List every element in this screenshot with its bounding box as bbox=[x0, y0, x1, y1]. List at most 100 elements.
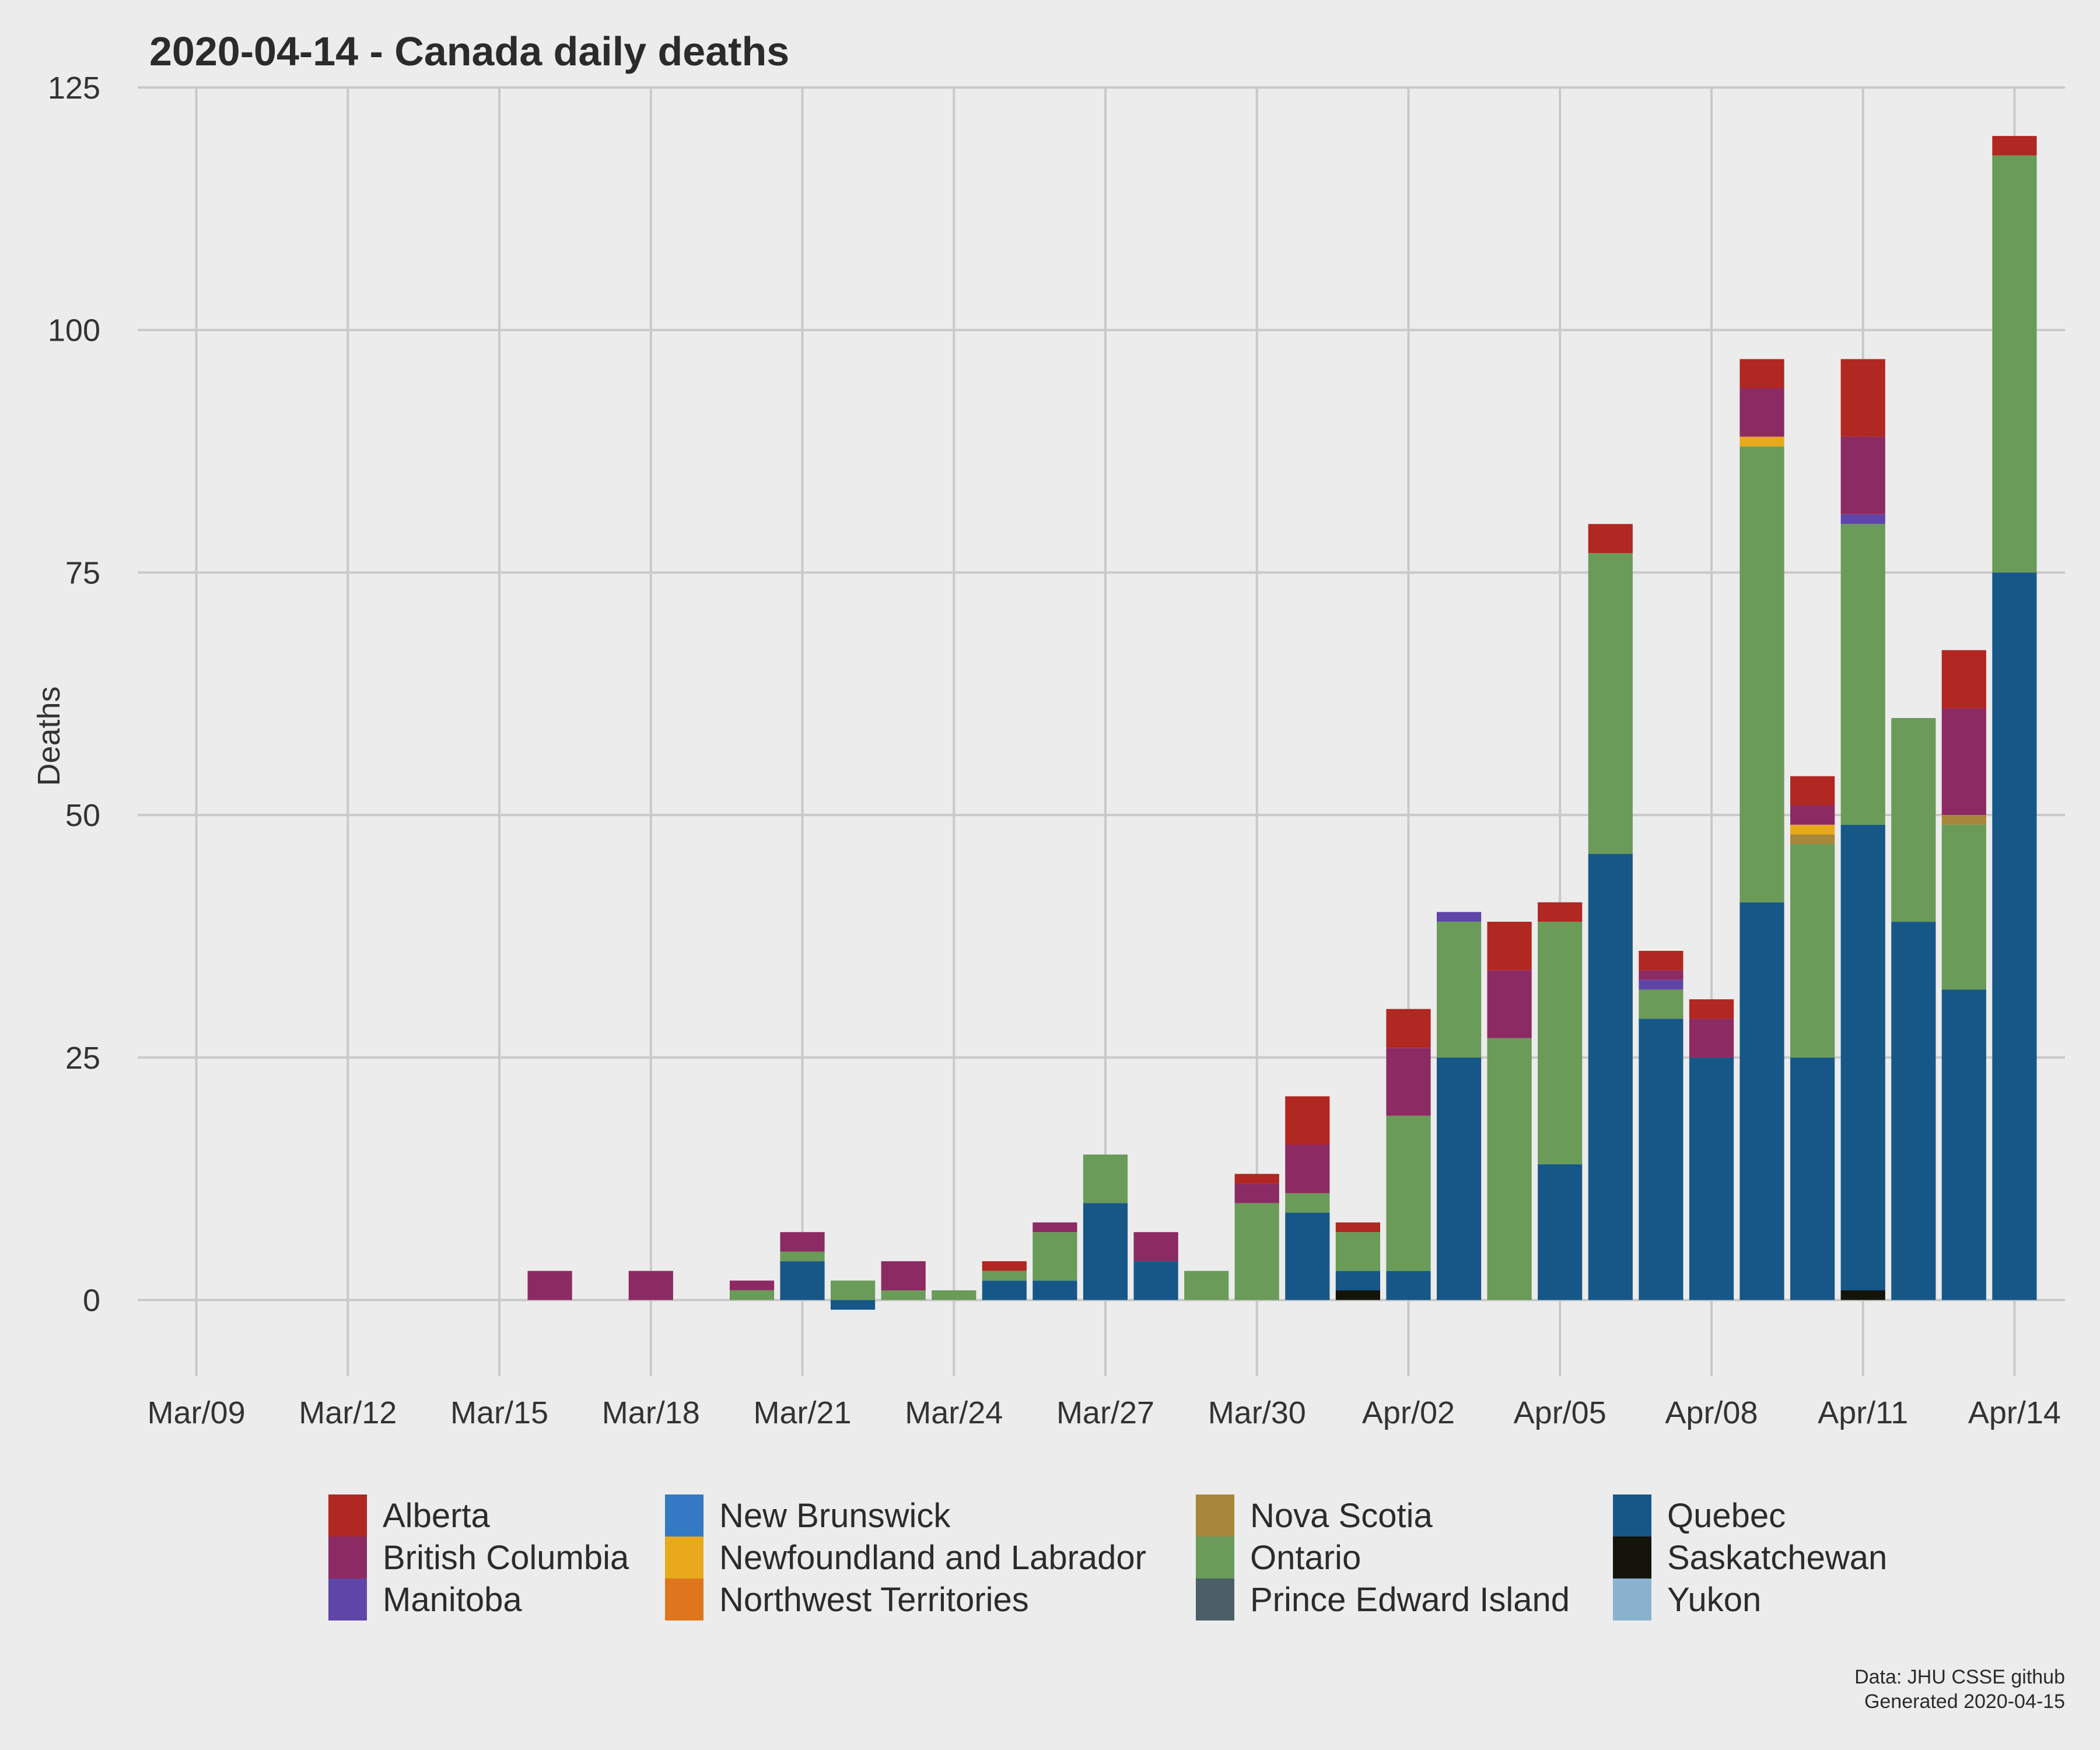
bar-segment-newfoundland-and-labrador bbox=[1740, 436, 1784, 447]
bar-segment-manitoba bbox=[1840, 514, 1885, 524]
legend-label: Alberta bbox=[383, 1497, 491, 1535]
legend-swatch-new-brunswick bbox=[665, 1494, 704, 1536]
bar-segment-ontario bbox=[1032, 1232, 1077, 1281]
bar-segment-alberta bbox=[1740, 359, 1784, 388]
bar-segment-quebec bbox=[1992, 572, 2037, 1300]
bars-layer bbox=[527, 136, 2037, 1310]
bar-segment-british-columbia bbox=[1639, 970, 1684, 980]
legend-label: Prince Edward Island bbox=[1250, 1581, 1570, 1619]
bar-segment-quebec bbox=[1032, 1280, 1077, 1300]
x-tick-label: Mar/12 bbox=[299, 1395, 397, 1430]
bar-segment-alberta bbox=[1538, 902, 1583, 922]
axis-layer: 0 25 50 75 100 125 Mar/09 Mar/12 Mar/15 Mar/18 Mar… bbox=[48, 71, 2061, 1430]
legend-label: Nova Scotia bbox=[1250, 1497, 1433, 1535]
legend-label: Ontario bbox=[1250, 1539, 1361, 1577]
bar-segment-british-columbia bbox=[1840, 436, 1885, 514]
x-tick-label: Mar/30 bbox=[1208, 1395, 1306, 1430]
bar-segment-ontario bbox=[1538, 922, 1583, 1164]
bar-segment-manitoba bbox=[1437, 912, 1482, 922]
bar-segment-quebec bbox=[780, 1261, 825, 1300]
bar-segment-alberta bbox=[1941, 650, 1986, 709]
bar-segment-ontario bbox=[1891, 718, 1936, 922]
bar-segment-quebec bbox=[1133, 1261, 1178, 1300]
x-tick-label: Mar/15 bbox=[450, 1395, 548, 1430]
bar-segment-ontario bbox=[1386, 1115, 1431, 1271]
x-tick-label: Apr/11 bbox=[1818, 1395, 1908, 1430]
bar-segment-alberta bbox=[1285, 1096, 1330, 1145]
bar-segment-alberta bbox=[1386, 1009, 1431, 1048]
bar-segment-ontario bbox=[729, 1290, 775, 1300]
bar-segment-british-columbia bbox=[1032, 1222, 1077, 1233]
x-tick-label: Apr/14 bbox=[1968, 1395, 2061, 1430]
bar-segment-ontario bbox=[831, 1280, 876, 1300]
bar-segment-quebec bbox=[1386, 1270, 1431, 1300]
y-tick-label: 0 bbox=[83, 1283, 100, 1318]
chart-title: 2020-04-14 - Canada daily deaths bbox=[149, 29, 789, 74]
bar-segment-quebec bbox=[1538, 1164, 1583, 1300]
legend-swatch-quebec bbox=[1613, 1494, 1651, 1536]
bar-segment-british-columbia bbox=[1285, 1144, 1330, 1194]
bar-segment-alberta bbox=[1689, 999, 1734, 1019]
bar-segment-quebec bbox=[1285, 1212, 1330, 1300]
bar-segment-alberta bbox=[982, 1261, 1027, 1271]
bar-segment-alberta bbox=[1992, 136, 2037, 156]
bar-segment-quebec bbox=[1083, 1203, 1128, 1300]
x-tick-label: Apr/05 bbox=[1514, 1395, 1606, 1430]
bar-segment-alberta bbox=[1335, 1222, 1380, 1233]
bar-segment-british-columbia bbox=[1386, 1048, 1431, 1116]
x-tick-label: Apr/02 bbox=[1362, 1395, 1455, 1430]
caption-line: Generated 2020-04-15 bbox=[1864, 1690, 2065, 1713]
bar-segment-british-columbia bbox=[1234, 1184, 1279, 1203]
bar-segment-british-columbia bbox=[1740, 388, 1784, 437]
y-tick-label: 75 bbox=[65, 555, 100, 590]
bar-segment-quebec bbox=[1437, 1057, 1482, 1300]
bar-segment-alberta bbox=[1588, 524, 1633, 554]
bar-segment-british-columbia bbox=[1689, 1019, 1734, 1058]
bar-segment-ontario bbox=[1588, 553, 1633, 854]
bar-segment-ontario bbox=[932, 1290, 977, 1300]
y-tick-label: 125 bbox=[48, 71, 100, 106]
bar-segment-alberta bbox=[1840, 359, 1885, 437]
bar-segment-alberta bbox=[1234, 1174, 1279, 1184]
bar-segment-ontario bbox=[1941, 824, 1986, 990]
bar-segment-quebec bbox=[1941, 989, 1986, 1300]
caption-line: Data: JHU CSSE github bbox=[1854, 1666, 2065, 1688]
bar-segment-british-columbia bbox=[628, 1270, 673, 1300]
bar-segment-ontario bbox=[1234, 1203, 1279, 1300]
bar-segment-quebec bbox=[831, 1300, 876, 1310]
bar-segment-ontario bbox=[1840, 524, 1885, 825]
x-tick-label: Mar/24 bbox=[905, 1395, 1003, 1430]
bar-segment-nova-scotia bbox=[1941, 815, 1986, 825]
bar-segment-alberta bbox=[1639, 951, 1684, 971]
bar-segment-saskatchewan bbox=[1840, 1290, 1885, 1300]
legend-swatch-newfoundland-and-labrador bbox=[665, 1536, 704, 1578]
legend-swatch-ontario bbox=[1196, 1536, 1234, 1578]
legend-label: Newfoundland and Labrador bbox=[719, 1539, 1146, 1577]
y-tick-label: 50 bbox=[65, 798, 100, 833]
bar-segment-alberta bbox=[1487, 922, 1532, 971]
legend-swatch-manitoba bbox=[328, 1578, 367, 1620]
bar-segment-ontario bbox=[1740, 446, 1784, 902]
legend-label: Manitoba bbox=[383, 1581, 522, 1619]
bar-segment-quebec bbox=[982, 1280, 1027, 1300]
x-tick-label: Mar/21 bbox=[753, 1395, 851, 1430]
bar-segment-british-columbia bbox=[1133, 1232, 1178, 1262]
bar-segment-british-columbia bbox=[1941, 708, 1986, 816]
legend-swatch-northwest-territories bbox=[665, 1578, 704, 1620]
bar-segment-british-columbia bbox=[1790, 805, 1835, 825]
bar-segment-quebec bbox=[1588, 853, 1633, 1300]
bar-segment-manitoba bbox=[1639, 979, 1684, 990]
x-tick-label: Mar/09 bbox=[148, 1395, 246, 1430]
bar-segment-ontario bbox=[982, 1270, 1027, 1281]
legend-label: Quebec bbox=[1667, 1497, 1786, 1535]
bar-segment-british-columbia bbox=[527, 1270, 572, 1300]
bar-segment-ontario bbox=[881, 1290, 926, 1300]
bar-segment-ontario bbox=[1335, 1232, 1380, 1271]
bar-segment-ontario bbox=[1487, 1038, 1532, 1300]
x-tick-label: Apr/08 bbox=[1665, 1395, 1758, 1430]
bar-segment-ontario bbox=[1184, 1270, 1229, 1300]
legend-label: Yukon bbox=[1667, 1581, 1761, 1619]
